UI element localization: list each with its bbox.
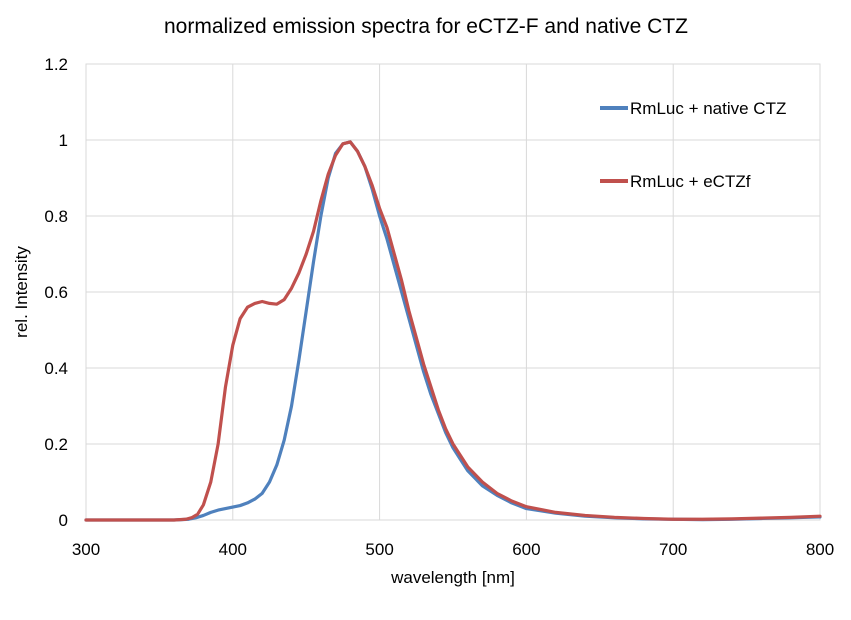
gridlines xyxy=(85,63,821,521)
series-lines xyxy=(84,140,822,522)
legend-label-native-ctz: RmLuc + native CTZ xyxy=(630,99,786,118)
series-line-1 xyxy=(84,140,822,522)
plot-area xyxy=(85,63,821,521)
y-tick-label: 0.8 xyxy=(44,207,68,226)
legend: RmLuc + native CTZ RmLuc + eCTZf xyxy=(600,99,786,191)
legend-label-ectzf: RmLuc + eCTZf xyxy=(630,172,751,191)
y-tick-label: 0 xyxy=(59,511,68,530)
y-tick-label: 1 xyxy=(59,131,68,150)
y-tick-label: 0.4 xyxy=(44,359,68,378)
y-tick-label: 1.2 xyxy=(44,55,68,74)
x-tick-label: 400 xyxy=(219,540,247,559)
series-line-0 xyxy=(84,140,822,522)
x-tick-label: 300 xyxy=(72,540,100,559)
y-tick-label: 0.6 xyxy=(44,283,68,302)
axis-ticks: 300 400 500 600 700 800 0 0.2 0.4 0.6 0.8 1 1.2 xyxy=(44,55,834,559)
x-tick-label: 700 xyxy=(659,540,687,559)
x-tick-label: 800 xyxy=(806,540,834,559)
y-tick-label: 0.2 xyxy=(44,435,68,454)
chart-title: normalized emission spectra for eCTZ-F a… xyxy=(164,15,688,38)
x-tick-label: 600 xyxy=(512,540,540,559)
x-axis-label: wavelength [nm] xyxy=(390,568,515,587)
y-axis-label: rel. Intensity xyxy=(12,246,31,338)
x-tick-label: 500 xyxy=(365,540,393,559)
